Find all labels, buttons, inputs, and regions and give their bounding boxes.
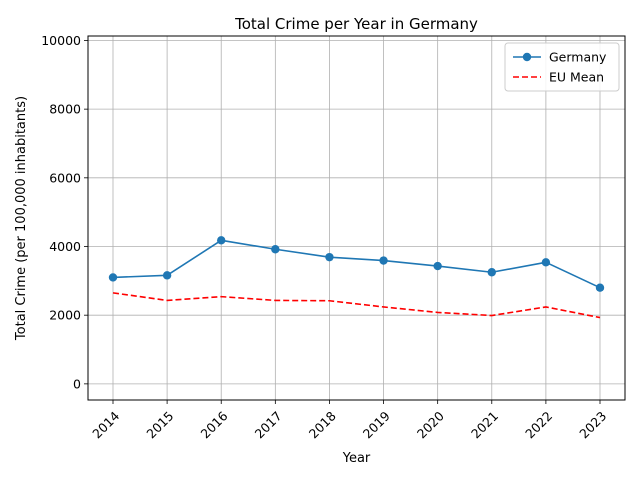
series-line-eu-mean: [112, 292, 601, 319]
legend-label-germany: Germany: [549, 50, 607, 65]
legend-label-eu-mean: EU Mean: [549, 70, 604, 85]
data-point-germany: [325, 252, 334, 262]
grid: [88, 36, 625, 400]
legend-box: [504, 42, 620, 92]
y-tick-label: 8000: [49, 102, 81, 117]
y-tick-label: 4000: [49, 239, 81, 254]
y-tick-label: 10000: [41, 33, 81, 48]
series-group: [108, 236, 605, 319]
data-point-germany: [433, 261, 442, 271]
y-axis-label: Total Crime (per 100,000 inhabitants): [14, 96, 29, 341]
y-tick-label: 2000: [49, 308, 81, 323]
data-point-germany: [487, 268, 496, 277]
data-point-germany: [108, 273, 118, 282]
series-line-germany: [112, 239, 601, 289]
data-point-germany: [379, 256, 388, 265]
x-axis-label: Year: [342, 451, 371, 466]
chart-title: Total Crime per Year in Germany: [234, 15, 478, 33]
data-point-germany: [541, 258, 551, 267]
data-point-germany: [162, 271, 172, 280]
data-point-germany: [595, 283, 605, 292]
y-tick-label: 0: [73, 376, 81, 391]
data-point-germany: [271, 245, 280, 254]
y-tick-label: 6000: [49, 170, 81, 185]
plot-frame: [87, 35, 626, 401]
legend: Germany EU Mean: [504, 42, 620, 92]
data-point-germany: [217, 236, 226, 245]
legend-marker-germany: [522, 52, 532, 62]
